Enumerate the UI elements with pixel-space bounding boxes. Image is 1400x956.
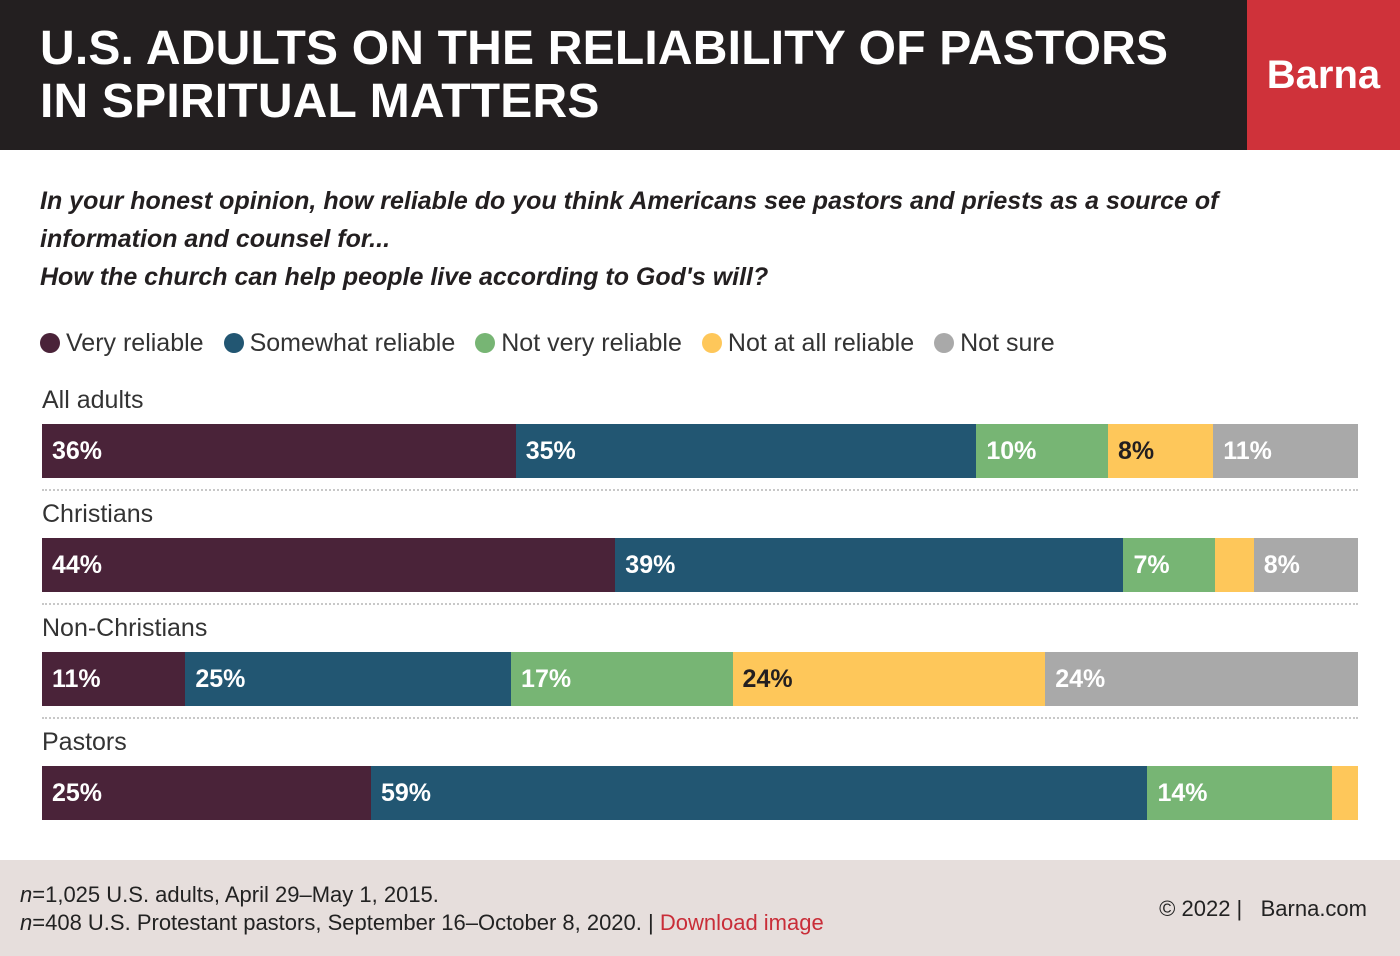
bar-group: Non-Christians 11% 25% 17% 24% 24% — [42, 610, 1358, 724]
legend-swatch-icon — [701, 333, 722, 353]
download-image-link[interactable]: Download image — [659, 910, 824, 935]
copyright-text: © 2022 | — [1159, 896, 1243, 921]
title-line-2: IN SPIRITUAL MATTERS — [40, 75, 600, 128]
bar-segment — [1214, 538, 1254, 592]
sample-note-adults-text: =1,025 U.S. adults, April 29–May 1, 2015… — [32, 882, 439, 907]
sample-note-adults: n=1,025 U.S. adults, April 29–May 1, 201… — [20, 882, 439, 908]
chart-legend: Very reliable Somewhat reliable Not very r… — [40, 326, 1075, 360]
n-symbol: n — [20, 910, 33, 935]
stacked-bar-chart: All adults 36% 35% 10% 8% 11% Christians 44% 39%… — [42, 382, 1358, 838]
question-line-2: How the church can help people live acco… — [40, 263, 769, 291]
data-label: 25% — [52, 778, 103, 807]
bar-segment: 39% — [615, 538, 1124, 592]
bar-segment: 11% — [1213, 424, 1358, 478]
bar-segment: 17% — [511, 652, 733, 706]
site-link[interactable]: Barna.com — [1260, 896, 1367, 921]
category-label: Pastors — [42, 728, 127, 756]
bar-group: Christians 44% 39% 7% 8% — [42, 496, 1358, 610]
row-divider — [42, 489, 1358, 491]
copyright-credit: © 2022 | Barna.com — [1159, 896, 1367, 922]
data-label: 24% — [1055, 664, 1106, 693]
bar-segment: 11% — [42, 652, 186, 706]
data-label: 11% — [52, 664, 101, 693]
title-line-1: U.S. ADULTS ON THE RELIABILITY OF PASTOR… — [40, 22, 1169, 75]
category-label: Christians — [42, 500, 154, 528]
bar-segment: 24% — [1045, 652, 1358, 706]
footer: n=1,025 U.S. adults, April 29–May 1, 201… — [0, 860, 1400, 956]
legend-swatch-icon — [475, 333, 496, 353]
n-symbol: n — [20, 882, 33, 907]
bar-segment: 35% — [515, 424, 977, 478]
stacked-bar: 11% 25% 17% 24% 24% — [42, 652, 1358, 706]
bar-segment: 8% — [1107, 424, 1214, 478]
stacked-bar: 44% 39% 7% 8% — [42, 538, 1358, 592]
bar-segment: 25% — [185, 652, 512, 706]
data-label: 7% — [1133, 550, 1170, 579]
legend-item: Not at all reliable — [701, 328, 915, 358]
data-label: 8% — [1117, 436, 1155, 465]
data-label: 17% — [521, 664, 572, 693]
data-label: 59% — [381, 778, 432, 807]
legend-swatch-icon — [40, 333, 60, 353]
header: U.S. ADULTS ON THE RELIABILITY OF PASTOR… — [0, 0, 1400, 150]
question-line-1: In your honest opinion, how reliable do … — [40, 187, 1219, 253]
bar-segment: 14% — [1147, 766, 1332, 820]
sample-note-pastors-text: =408 U.S. Protestant pastors, September … — [32, 910, 654, 935]
legend-item: Very reliable — [40, 329, 204, 358]
legend-item: Somewhat reliable — [223, 328, 456, 358]
bar-group: All adults 36% 35% 10% 8% 11% — [42, 382, 1358, 496]
legend-item: Not very reliable — [475, 329, 682, 358]
bar-segment: 25% — [42, 766, 371, 820]
data-label: 35% — [525, 436, 576, 465]
data-label: 39% — [625, 550, 676, 579]
brand-logo[interactable]: Barna — [1247, 0, 1400, 150]
stacked-bar: 36% 35% 10% 8% 11% — [42, 424, 1358, 478]
data-label: 36% — [52, 436, 103, 465]
data-label: 14% — [1157, 778, 1208, 807]
category-label: Non-Christians — [42, 614, 208, 642]
bar-segment: 36% — [42, 424, 516, 478]
data-label: 44% — [52, 550, 103, 579]
data-label: 11% — [1223, 436, 1272, 465]
legend-label: Not sure — [960, 328, 1055, 357]
legend-label: Not very reliable — [501, 328, 682, 357]
bar-segment: 7% — [1123, 538, 1215, 592]
survey-question: In your honest opinion, how reliable do … — [40, 182, 1360, 296]
data-label: 25% — [195, 664, 246, 693]
bar-segment — [1331, 766, 1358, 820]
bar-segment: 59% — [371, 766, 1148, 820]
data-label: 10% — [986, 436, 1037, 465]
legend-item: Not sure — [934, 328, 1055, 358]
row-divider — [42, 717, 1358, 719]
bar-segment: 10% — [976, 424, 1108, 478]
legend-label: Not at all reliable — [727, 328, 915, 357]
bar-segment: 24% — [732, 652, 1046, 706]
bar-segment: 8% — [1253, 538, 1358, 592]
legend-label: Very reliable — [66, 328, 204, 357]
legend-swatch-icon — [934, 333, 955, 353]
bar-segment: 44% — [42, 538, 616, 592]
legend-label: Somewhat reliable — [249, 328, 456, 357]
category-label: All adults — [42, 386, 144, 414]
data-label: 24% — [742, 664, 793, 693]
chart-title: U.S. ADULTS ON THE RELIABILITY OF PASTOR… — [40, 22, 1230, 128]
legend-swatch-icon — [223, 333, 244, 353]
stacked-bar: 25% 59% 14% — [42, 766, 1358, 820]
data-label: 8% — [1263, 550, 1300, 579]
bar-group: Pastors 25% 59% 14% — [42, 724, 1358, 838]
sample-note-pastors: n=408 U.S. Protestant pastors, September… — [20, 910, 824, 936]
row-divider — [42, 603, 1358, 605]
